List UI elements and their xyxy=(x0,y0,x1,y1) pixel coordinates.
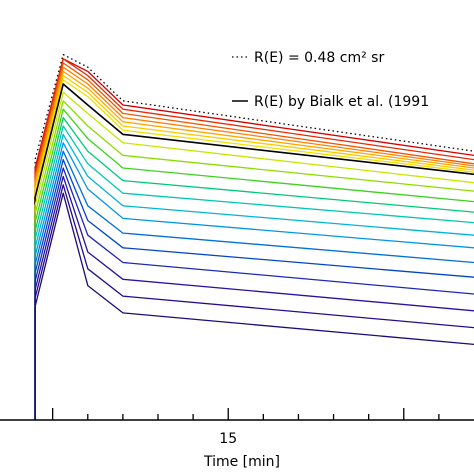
series-line-13 xyxy=(34,125,474,420)
series-line-17 xyxy=(34,158,474,420)
series-line-bialk xyxy=(34,83,474,420)
x-axis-label: Time [min] xyxy=(203,454,280,470)
series-line-2 xyxy=(34,58,474,420)
series-line-1 xyxy=(34,58,474,420)
series-line-11 xyxy=(34,108,474,420)
series-line-21 xyxy=(34,192,474,420)
series-line-19 xyxy=(34,175,474,420)
series-line-16 xyxy=(34,150,474,420)
legend-label-1: R(E) = 0.48 cm² sr xyxy=(254,50,384,66)
series-line-12 xyxy=(34,116,474,420)
series-layer xyxy=(34,53,474,420)
series-line-7 xyxy=(34,79,474,420)
legend: R(E) = 0.48 cm² sr R(E) by Bialk et al. … xyxy=(232,50,429,110)
x-tick-label: 15 xyxy=(219,431,237,447)
series-line-6 xyxy=(34,74,474,420)
ticks-layer: 15 xyxy=(52,408,440,447)
series-line-9 xyxy=(34,91,474,420)
series-line-14 xyxy=(34,133,474,420)
legend-label-2: R(E) by Bialk et al. (1991 xyxy=(254,94,429,110)
series-line-20 xyxy=(34,184,474,420)
